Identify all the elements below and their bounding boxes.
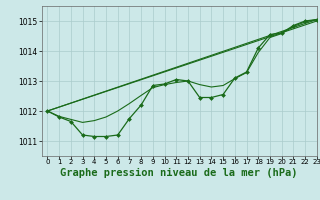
X-axis label: Graphe pression niveau de la mer (hPa): Graphe pression niveau de la mer (hPa) [60, 168, 298, 178]
